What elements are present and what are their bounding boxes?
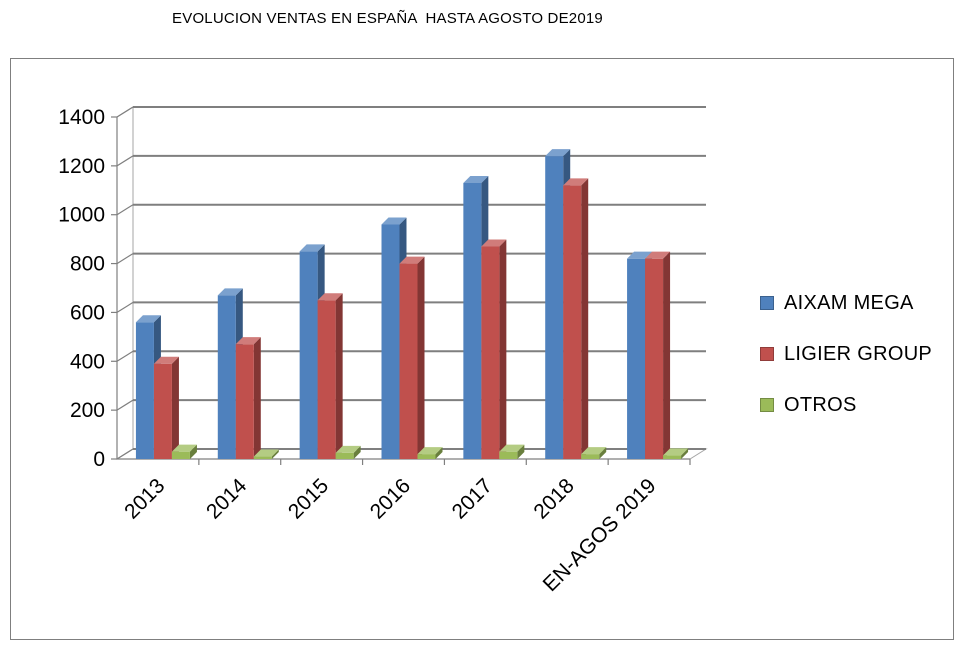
legend-label-otros: OTROS — [784, 393, 857, 416]
bar-otros-5 — [499, 451, 518, 459]
bar-aixam-mega-4-top — [381, 217, 407, 225]
bar-ligier-group-1-side — [171, 356, 179, 459]
x-tick-label: 2016 — [366, 474, 415, 523]
bar-aixam-mega-6-top — [545, 149, 571, 157]
legend-swatch-otros — [760, 398, 774, 412]
x-tick-label: 2018 — [529, 474, 578, 523]
bar-ligier-group-5-side — [499, 239, 507, 459]
bar-otros-2 — [253, 456, 272, 459]
legend-item-aixam-mega: AIXAM MEGA — [760, 290, 932, 316]
bar-ligier-group-7-side — [663, 251, 671, 459]
x-tick-label: 2015 — [284, 474, 333, 523]
bar-aixam-mega-2 — [217, 295, 236, 459]
bar-otros-5-side — [517, 444, 525, 459]
bar-ligier-group-6-side — [581, 178, 589, 459]
chart-title: EVOLUCION VENTAS EN ESPAÑA HASTA AGOSTO … — [172, 10, 603, 27]
bar-aixam-mega-4 — [381, 224, 400, 459]
bar-otros-5-top — [499, 444, 525, 452]
gridline-diagonal — [116, 155, 134, 167]
bar-otros-4-top — [417, 447, 443, 455]
bar-aixam-mega-7 — [627, 258, 646, 459]
bar-ligier-group-6-top — [563, 178, 589, 186]
bar-ligier-group-4-top — [399, 256, 425, 264]
y-tick-label: 1000 — [58, 204, 105, 227]
bar-aixam-mega-5-top — [463, 175, 489, 183]
bar-otros-7-side — [681, 448, 689, 459]
bar-ligier-group-2 — [235, 344, 254, 459]
bar-ligier-group-4-side — [417, 256, 425, 459]
legend-label-aixam-mega: AIXAM MEGA — [784, 291, 914, 314]
legend-swatch-aixam-mega — [760, 296, 774, 310]
bar-ligier-group-5-top — [481, 239, 507, 247]
bar-otros-2-top — [253, 449, 279, 457]
bar-otros-1 — [171, 451, 190, 459]
bar-aixam-mega-6 — [545, 156, 564, 460]
y-tick-label: 400 — [70, 350, 105, 373]
bar-otros-3-top — [335, 445, 361, 453]
bar-ligier-group-4 — [399, 263, 418, 459]
y-tick-label: 0 — [93, 448, 105, 471]
gridline-diagonal — [116, 399, 134, 411]
bar-otros-6 — [581, 454, 600, 459]
bar-ligier-group-7 — [645, 258, 664, 459]
bar-aixam-mega-5 — [463, 182, 482, 459]
bar-otros-2-side — [271, 449, 279, 459]
gridline-diagonal — [116, 301, 134, 313]
bar-otros-7 — [663, 455, 682, 459]
bar-ligier-group-3-top — [317, 293, 343, 301]
chart-legend: AIXAM MEGA LIGIER GROUP OTROS — [760, 290, 932, 443]
y-tick-label: 800 — [70, 253, 105, 276]
gridline-diagonal — [116, 448, 134, 460]
x-tick-label: 2017 — [448, 474, 497, 523]
bar-ligier-group-1-top — [153, 356, 179, 364]
y-tick-label: 600 — [70, 301, 105, 324]
bar-otros-1-top — [171, 444, 197, 452]
gridline-diagonal — [116, 106, 134, 118]
bar-ligier-group-3 — [317, 300, 336, 459]
bar-otros-7-top — [663, 448, 689, 456]
bar-otros-3 — [335, 452, 354, 459]
bar-aixam-mega-1-top — [135, 315, 161, 323]
y-tick-label: 200 — [70, 399, 105, 422]
bar-otros-4-side — [435, 447, 443, 459]
bar-ligier-group-1 — [153, 363, 172, 459]
gridline-diagonal — [116, 253, 134, 265]
bar-ligier-group-5 — [481, 246, 500, 459]
legend-swatch-ligier-group — [760, 347, 774, 361]
legend-label-ligier-group: LIGIER GROUP — [784, 342, 933, 365]
bar-ligier-group-6 — [563, 185, 582, 459]
bar-otros-3-side — [353, 445, 361, 459]
bar-aixam-mega-1 — [135, 322, 154, 459]
bar-aixam-mega-7-top — [627, 251, 653, 259]
bar-aixam-mega-3-top — [299, 244, 325, 252]
legend-item-otros: OTROS — [760, 392, 932, 418]
bar-ligier-group-2-side — [253, 337, 261, 459]
y-tick-label: 1200 — [58, 155, 105, 178]
x-tick-label: 2014 — [202, 474, 252, 524]
bar-ligier-group-7-top — [645, 251, 671, 259]
gridline-diagonal — [116, 204, 134, 216]
y-tick-label: 1400 — [58, 106, 105, 129]
gridline-diagonal — [116, 350, 134, 362]
side-wall — [116, 106, 134, 460]
bar-ligier-group-2-top — [235, 337, 261, 345]
bar-otros-6-side — [599, 447, 607, 459]
bar-aixam-mega-2-top — [217, 288, 243, 296]
bar-ligier-group-3-side — [335, 293, 343, 459]
bar-otros-1-side — [189, 444, 197, 459]
legend-item-ligier-group: LIGIER GROUP — [760, 341, 932, 367]
bar-otros-6-top — [581, 447, 607, 455]
bar-aixam-mega-3 — [299, 251, 318, 459]
bar-otros-4 — [417, 454, 436, 459]
x-tick-label: 2013 — [120, 474, 169, 523]
